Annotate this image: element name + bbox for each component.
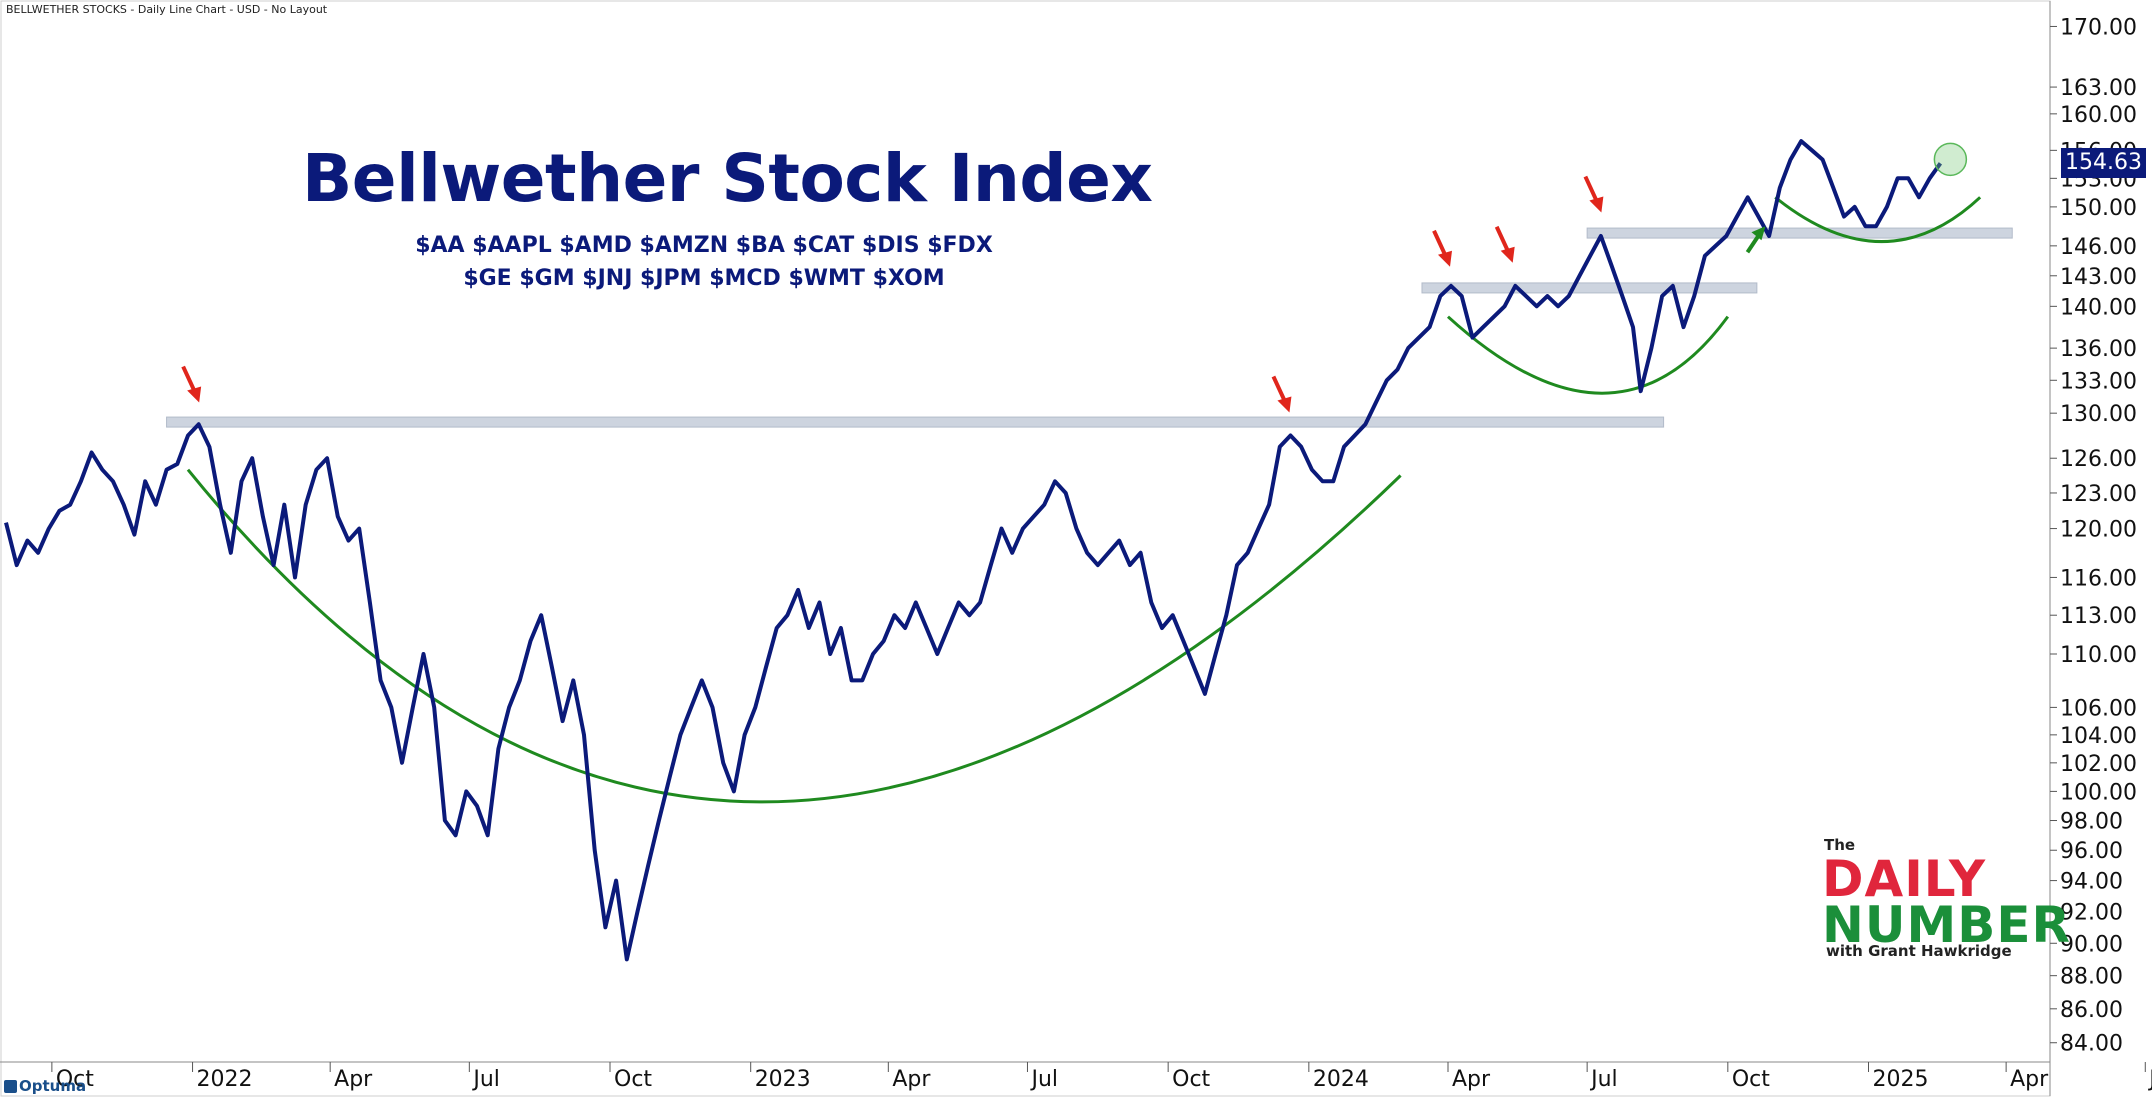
y-axis: 84.00 86.00 88.00 90.00 92.00 94.00 96.00 98.00…: [2050, 15, 2137, 1057]
ytick-label: 106.00: [2060, 696, 2137, 721]
ytick-label: 86.00: [2060, 998, 2123, 1023]
xtick-label: Oct: [1732, 1067, 1770, 1092]
xtick-label: 2024: [1313, 1067, 1369, 1092]
ytick-label: 170.00: [2060, 15, 2137, 40]
xtick-label: Jul: [1589, 1067, 1618, 1092]
x-axis: Oct 2022 Apr Jul Oct 2023 Apr Jul Oct 2024 Apr Jul O…: [0, 1061, 2152, 1092]
xtick-label: 2025: [1873, 1067, 1929, 1092]
ytick-label: 133.00: [2060, 369, 2137, 394]
arrow-head: [1277, 396, 1292, 413]
logo-the: The: [1824, 836, 1856, 854]
red-arrow-4: [1494, 225, 1515, 263]
last-price-badge: 154.63: [2061, 148, 2146, 179]
ytick-label: 120.00: [2060, 518, 2137, 543]
cup-arc-large: [186, 468, 1402, 804]
arrow-shaft: [1432, 229, 1448, 258]
ytick-label: 163.00: [2060, 76, 2137, 101]
ytick-label: 116.00: [2060, 566, 2137, 591]
ticker-list-line-2: $GE $GM $JNJ $JPM $MCD $WMT $XOM: [463, 266, 945, 291]
arrow-head: [187, 386, 202, 403]
xtick-label: Oct: [1172, 1067, 1210, 1092]
resistance-band-1: [166, 416, 1665, 428]
ytick-label: 146.00: [2060, 235, 2137, 260]
cup-arc-medium: [1446, 315, 1730, 395]
xtick-label: Jul: [1029, 1067, 1058, 1092]
ytick-label: 143.00: [2060, 265, 2137, 290]
xtick-label: Oct: [56, 1067, 94, 1092]
cup-arc-small: [1774, 196, 1982, 244]
logo-byline: with Grant Hawkridge: [1826, 942, 2012, 960]
arrow-head: [1500, 246, 1515, 263]
ticker-list-line-1: $AA $AAPL $AMD $AMZN $BA $CAT $DIS $FDX: [415, 233, 993, 258]
logo-daily: DAILY: [1822, 850, 1987, 908]
xtick-label: 2023: [755, 1067, 811, 1092]
xtick-label: Apr: [892, 1067, 931, 1092]
xtick-label: Jul: [471, 1067, 500, 1092]
arrow-shaft: [181, 365, 197, 394]
xtick-label: Apr: [1452, 1067, 1491, 1092]
arrow-head: [1437, 250, 1452, 267]
resistance-band-2: [1421, 282, 1758, 294]
annotation-arrows: [181, 175, 1766, 413]
pattern-arcs: [186, 196, 1982, 804]
ytick-label: 90.00: [2060, 932, 2123, 957]
ytick-label: 100.00: [2060, 780, 2137, 805]
last-point-highlight: [1933, 142, 1968, 177]
chart-frame: [0, 0, 2051, 1097]
ytick-label: 96.00: [2060, 839, 2123, 864]
ytick-label: 88.00: [2060, 965, 2123, 990]
xtick-label: 2022: [197, 1067, 253, 1092]
ytick-label: 123.00: [2060, 482, 2137, 507]
red-arrow-1: [181, 365, 202, 403]
red-arrow-3: [1432, 229, 1452, 267]
ytick-label: 113.00: [2060, 604, 2137, 629]
chart-title: Bellwether Stock Index: [302, 140, 1153, 217]
ytick-label: 150.00: [2060, 196, 2137, 221]
resistance-bands: [166, 227, 2013, 428]
optuma-logo-icon: [4, 1080, 17, 1093]
daily-number-logo: The DAILY NUMBER with Grant Hawkridge: [1822, 836, 2070, 966]
ytick-label: 92.00: [2060, 901, 2123, 926]
red-arrow-2: [1271, 375, 1292, 413]
ytick-label: 136.00: [2060, 337, 2137, 362]
ytick-label: 104.00: [2060, 724, 2137, 749]
xtick-label: J: [2147, 1067, 2152, 1092]
ytick-label: 98.00: [2060, 810, 2123, 835]
red-arrow-5: [1583, 175, 1604, 213]
chart-header: BELLWETHER STOCKS - Daily Line Chart - U…: [6, 3, 328, 16]
ytick-label: 84.00: [2060, 1032, 2123, 1057]
arrow-shaft: [1494, 225, 1511, 254]
arrow-shaft: [1745, 233, 1762, 254]
xtick-label: Apr: [334, 1067, 373, 1092]
arrow-shaft: [1583, 175, 1600, 204]
ytick-label: 110.00: [2060, 643, 2137, 668]
xtick-label: Apr: [2010, 1067, 2049, 1092]
arrow-head: [1751, 226, 1766, 241]
ytick-label: 160.00: [2060, 103, 2137, 128]
optuma-label: Optuma: [19, 1077, 87, 1095]
xtick-label: Oct: [614, 1067, 652, 1092]
arrow-shaft: [1271, 375, 1288, 404]
arrow-head: [1589, 196, 1604, 213]
ytick-label: 130.00: [2060, 402, 2137, 427]
logo-number: NUMBER: [1822, 896, 2071, 954]
ytick-label: 140.00: [2060, 295, 2137, 320]
price-line: [4, 139, 1943, 962]
ytick-label: 94.00: [2060, 870, 2123, 895]
price-line-group: [4, 139, 1968, 962]
resistance-band-3: [1586, 227, 2013, 239]
ytick-label: 102.00: [2060, 752, 2137, 777]
ytick-label: 126.00: [2060, 447, 2137, 472]
green-arrow-6: [1745, 226, 1766, 254]
optuma-brand: Optuma: [4, 1077, 86, 1095]
